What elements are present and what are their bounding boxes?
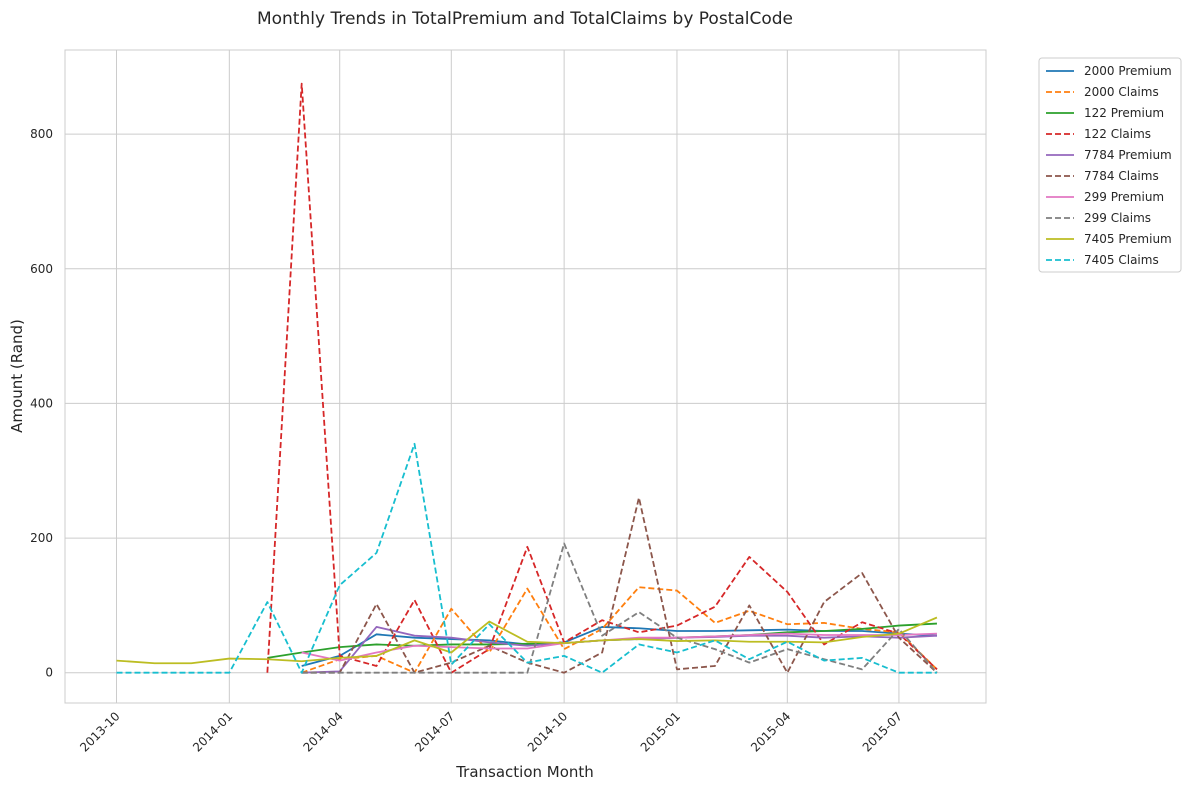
legend-label: 7784 Claims bbox=[1084, 169, 1159, 183]
x-tick-label: 2013-10 bbox=[77, 709, 122, 754]
x-tick-label: 2014-04 bbox=[300, 709, 345, 754]
y-tick-label: 600 bbox=[30, 262, 53, 276]
x-tick-label: 2015-01 bbox=[638, 709, 683, 754]
series-line-2000-claims bbox=[301, 586, 938, 674]
series-layer bbox=[116, 82, 938, 674]
legend-items: 2000 Premium 2000 Claims 122 Premium 122 Cl… bbox=[1046, 64, 1172, 267]
grid-layer bbox=[65, 50, 986, 703]
y-tick-label: 0 bbox=[45, 666, 53, 680]
legend-label: 7405 Premium bbox=[1084, 232, 1172, 246]
x-tick-labels: 2013-10 2014-01 2014-04 2014-07 2014-10 2015-… bbox=[77, 709, 905, 754]
series-line-7405-premium bbox=[116, 616, 938, 665]
series-line-7784-claims bbox=[301, 496, 938, 674]
x-tick-label: 2014-01 bbox=[190, 709, 235, 754]
legend-frame bbox=[1038, 57, 1182, 273]
y-axis-label: Amount (Rand) bbox=[8, 319, 26, 433]
y-tick-label: 800 bbox=[30, 127, 53, 141]
x-tick-label: 2015-07 bbox=[860, 709, 905, 754]
x-tick-label: 2014-07 bbox=[412, 709, 457, 754]
plot-frame bbox=[64, 49, 987, 704]
legend-label: 122 Premium bbox=[1084, 106, 1164, 120]
y-tick-labels: 0 200 400 600 800 bbox=[30, 127, 53, 680]
series-line-299-claims bbox=[301, 542, 938, 674]
chart-title: Monthly Trends in TotalPremium and Total… bbox=[257, 9, 793, 29]
x-tick-label: 2015-04 bbox=[748, 709, 793, 754]
legend-label: 299 Claims bbox=[1084, 211, 1151, 225]
x-axis-label: Transaction Month bbox=[455, 763, 594, 781]
series-line-122-claims bbox=[266, 82, 938, 674]
legend: 2000 Premium 2000 Claims 122 Premium 122 Cl… bbox=[1038, 57, 1182, 273]
y-tick-label: 400 bbox=[30, 396, 53, 410]
legend-label: 299 Premium bbox=[1084, 190, 1164, 204]
legend-label: 7405 Claims bbox=[1084, 253, 1159, 267]
legend-label: 122 Claims bbox=[1084, 127, 1151, 141]
series-line-7405-claims bbox=[116, 442, 937, 674]
legend-label: 2000 Premium bbox=[1084, 64, 1172, 78]
y-tick-label: 200 bbox=[30, 531, 53, 545]
legend-label: 7784 Premium bbox=[1084, 148, 1172, 162]
legend-label: 2000 Claims bbox=[1084, 85, 1159, 99]
x-tick-label: 2014-10 bbox=[525, 709, 570, 754]
